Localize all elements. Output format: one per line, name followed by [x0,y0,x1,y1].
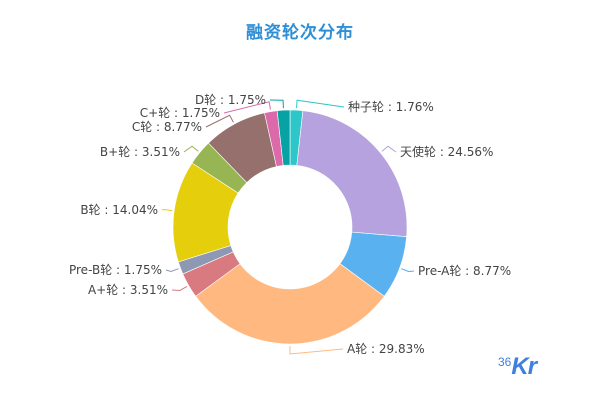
leader-line [205,114,234,128]
chart-title: 融资轮次分布 [246,23,354,43]
slice-label: Pre-A轮 : 8.77% [418,264,511,278]
donut-slices [172,109,408,345]
slice-label: D轮 : 1.75% [195,93,266,107]
36kr-logo: 36Kr [498,353,537,381]
slice-label: A轮 : 29.83% [347,342,425,356]
leader-line [171,286,188,291]
leader-line [289,345,344,355]
slice-label: Pre-B轮 : 1.75% [69,263,162,277]
leader-lines [161,99,415,355]
leader-line [183,145,199,153]
leader-line [401,268,415,273]
slice-天使轮[interactable] [296,110,408,238]
slice-D轮[interactable] [276,109,291,166]
leader-line [161,208,173,212]
leader-line [223,101,271,114]
logo-number: 36 [498,355,512,369]
logo-letters: Kr [511,353,537,380]
slice-label: C+轮 : 1.75% [140,106,220,120]
leader-line [381,145,397,153]
leader-line [165,268,179,273]
slice-label: 天使轮 : 24.56% [400,144,493,159]
slice-A轮[interactable] [195,263,385,345]
leader-line [296,99,345,109]
leader-line [269,99,284,109]
slice-label: B轮 : 14.04% [80,203,158,217]
slice-labels: 种子轮 : 1.76% 天使轮 : 24.56% Pre-A轮 : 8.77% A轮 … [69,93,511,356]
slice-label: C轮 : 8.77% [132,120,202,134]
slice-label: 种子轮 : 1.76% [348,100,434,114]
slice-label: B+轮 : 3.51% [100,145,180,159]
slice-label: A+轮 : 3.51% [88,283,168,297]
